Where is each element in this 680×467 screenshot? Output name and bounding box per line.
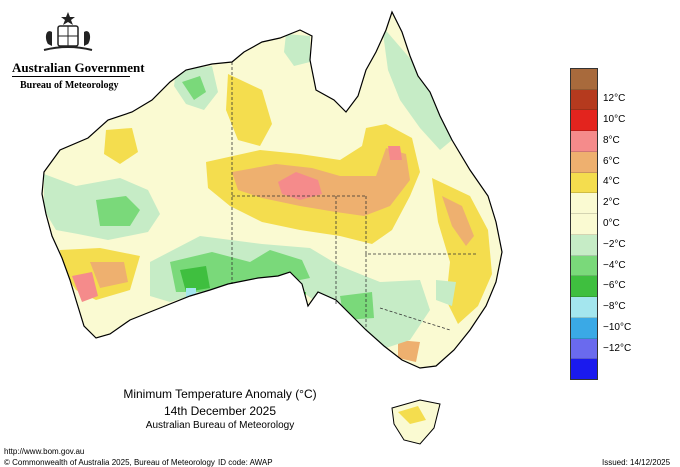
- legend-swatch: [571, 359, 597, 380]
- government-title: Australian Government: [12, 60, 145, 75]
- legend-label: −12°C: [603, 342, 632, 354]
- legend-swatch: [571, 255, 597, 277]
- legend-label: 10°C: [603, 114, 626, 125]
- legend-swatch: [571, 338, 597, 360]
- legend-swatch: [571, 214, 597, 235]
- bureau-title: Bureau of Meteorology: [20, 80, 119, 91]
- legend-label: −10°C: [603, 322, 632, 333]
- legend-label: 0°C: [603, 218, 620, 229]
- legend-swatch: [571, 110, 597, 132]
- legend-swatch: [571, 276, 597, 298]
- legend-swatch: [571, 131, 597, 152]
- legend-label: −2°C: [603, 238, 626, 250]
- issued-date: Issued: 14/12/2025: [602, 458, 671, 467]
- legend-swatch: [571, 89, 597, 111]
- legend-label: 6°C: [603, 155, 620, 167]
- legend-label: −4°C: [603, 259, 626, 271]
- legend-swatch: [571, 193, 597, 215]
- legend-swatch: [571, 297, 597, 318]
- legend-label: 2°C: [603, 197, 620, 209]
- id-code: ID code: AWAP: [218, 458, 273, 467]
- legend-swatch: [571, 69, 597, 90]
- legend-label: 8°C: [603, 134, 620, 146]
- copyright-text: © Commonwealth of Australia 2025, Bureau…: [4, 458, 215, 467]
- legend-swatch: [571, 172, 597, 194]
- legend-swatch: [571, 234, 597, 256]
- legend-label: 12°C: [603, 93, 626, 105]
- legend-swatch: [571, 151, 597, 173]
- legend-swatch: [571, 317, 597, 339]
- legend-label: −6°C: [603, 280, 626, 292]
- legend-label: 4°C: [603, 176, 620, 188]
- header-divider: [12, 76, 130, 77]
- map-title: Minimum Temperature Anomaly (°C): [123, 387, 317, 401]
- website-link[interactable]: http://www.bom.gov.au: [4, 447, 85, 456]
- coat-of-arms-icon: [43, 12, 93, 51]
- map-date: 14th December 2025: [163, 404, 277, 418]
- legend-label: −8°C: [603, 301, 626, 313]
- map-organisation: Australian Bureau of Meteorology: [145, 420, 295, 431]
- colour-scale: [570, 68, 598, 380]
